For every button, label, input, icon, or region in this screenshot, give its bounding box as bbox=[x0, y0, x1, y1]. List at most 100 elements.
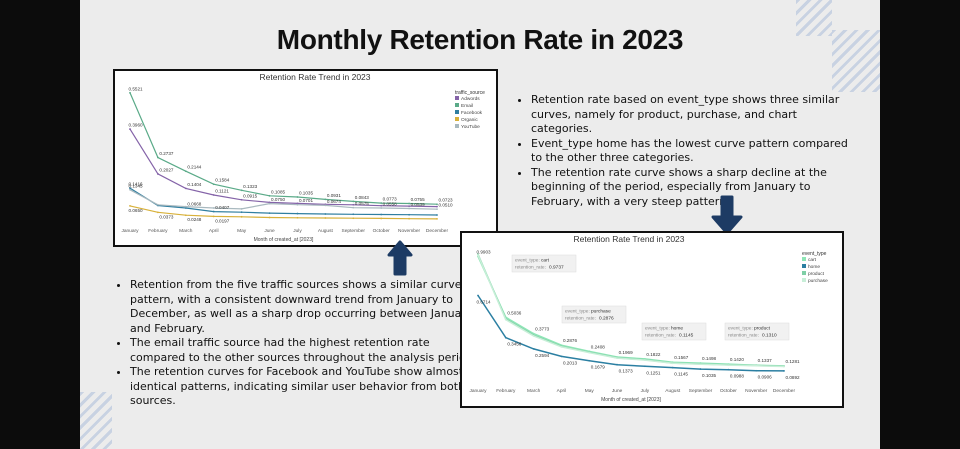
data-point bbox=[296, 203, 299, 206]
tooltip-key: event_type: bbox=[728, 326, 753, 332]
legend-swatch bbox=[802, 264, 806, 268]
data-label: 0.1085 bbox=[271, 189, 285, 194]
x-tick-label: November bbox=[398, 228, 421, 234]
data-point bbox=[129, 205, 131, 207]
data-label: 0.0668 bbox=[187, 202, 201, 207]
event-type-chart-svg: Retention Rate Trend in 2023 Month of cre… bbox=[469, 234, 828, 403]
x-tick-label: January bbox=[469, 388, 487, 394]
legend-swatch bbox=[455, 110, 459, 114]
data-label: 0.2876 bbox=[563, 338, 577, 343]
legend-title: traffic_source bbox=[455, 90, 485, 96]
x-tick-label: December bbox=[773, 388, 796, 394]
data-label: 0.0906 bbox=[758, 375, 772, 380]
data-point bbox=[324, 198, 327, 201]
data-point bbox=[240, 215, 243, 218]
data-point bbox=[380, 217, 383, 220]
tooltip-box bbox=[511, 254, 577, 273]
x-tick-label: July bbox=[641, 388, 650, 394]
data-label: 0.2027 bbox=[159, 167, 173, 172]
legend-swatch bbox=[455, 96, 459, 100]
data-point bbox=[212, 210, 215, 213]
data-point bbox=[352, 203, 355, 206]
data-point bbox=[616, 363, 618, 366]
data-label: 0.3960 bbox=[129, 123, 143, 128]
data-label: 0.0988 bbox=[730, 374, 744, 379]
data-point bbox=[352, 200, 355, 203]
data-label: 0.0892 bbox=[786, 375, 800, 380]
data-label: 0.0723 bbox=[439, 198, 453, 203]
data-point bbox=[783, 365, 785, 368]
data-label: 0.1404 bbox=[187, 182, 201, 187]
x-tick-label: September bbox=[689, 388, 713, 394]
data-point bbox=[408, 217, 410, 220]
legend-swatch bbox=[802, 271, 806, 275]
data-label: 0.0674 bbox=[327, 199, 341, 204]
data-label: 0.0650 bbox=[129, 208, 143, 213]
tooltip-value: 0.2876 bbox=[599, 316, 614, 322]
data-label: 0.1373 bbox=[619, 369, 633, 374]
data-point bbox=[268, 202, 271, 205]
data-label: 0.2594 bbox=[535, 353, 549, 358]
legend-swatch bbox=[455, 103, 459, 107]
data-point bbox=[380, 207, 383, 209]
data-point bbox=[727, 368, 730, 371]
data-point bbox=[352, 217, 355, 220]
x-tick-label: March bbox=[527, 388, 541, 394]
x-tick-label: April bbox=[557, 388, 567, 394]
data-label: 0.1035 bbox=[702, 373, 716, 378]
x-tick-label: June bbox=[264, 228, 275, 234]
data-point bbox=[129, 188, 131, 191]
data-point bbox=[129, 128, 131, 130]
data-point bbox=[184, 205, 187, 208]
data-point bbox=[184, 187, 187, 190]
x-tick-label: July bbox=[293, 228, 302, 234]
x-axis-label: Month of created_at [2023] bbox=[254, 237, 314, 243]
data-label: 0.1121 bbox=[215, 188, 229, 193]
x-tick-label: November bbox=[745, 388, 768, 394]
data-label: 0.1822 bbox=[646, 352, 660, 357]
data-point bbox=[408, 207, 410, 210]
tooltip-value: 0.1145 bbox=[679, 333, 694, 339]
arrow-up-icon bbox=[387, 240, 413, 276]
data-label: 0.3456 bbox=[507, 342, 521, 347]
tooltip-box bbox=[641, 322, 707, 341]
data-point bbox=[436, 214, 438, 216]
tooltip-key: event_type: bbox=[515, 258, 540, 264]
data-point bbox=[296, 212, 299, 215]
data-point bbox=[324, 213, 327, 215]
x-tick-label: June bbox=[612, 388, 623, 394]
data-point bbox=[727, 364, 730, 367]
bullet-item: Retention rate based on event_type shows… bbox=[531, 93, 861, 137]
tooltip-key: retention_rate: bbox=[565, 316, 596, 322]
data-point bbox=[240, 189, 243, 192]
data-label: 0.6714 bbox=[477, 300, 491, 305]
x-tick-label: May bbox=[237, 228, 247, 234]
data-point bbox=[588, 351, 591, 354]
data-point bbox=[157, 203, 159, 206]
data-point bbox=[560, 345, 563, 348]
data-label: 0.2408 bbox=[591, 344, 605, 349]
tooltip-value: 0.9737 bbox=[549, 265, 564, 271]
chart-title: Retention Rate Trend in 2023 bbox=[573, 234, 684, 244]
data-label: 0.0915 bbox=[243, 193, 257, 198]
data-point bbox=[504, 318, 507, 321]
arrow-down-icon bbox=[711, 195, 743, 235]
x-tick-label: October bbox=[720, 388, 737, 394]
data-point bbox=[157, 211, 159, 214]
series-line-facebook bbox=[129, 187, 438, 216]
legend-swatch bbox=[455, 124, 459, 128]
data-point bbox=[240, 198, 243, 201]
series-line-youtube bbox=[129, 189, 438, 210]
legend-entry: purchase bbox=[808, 278, 828, 284]
series-line-purchase bbox=[477, 254, 785, 368]
data-point bbox=[157, 173, 159, 175]
x-tick-label: August bbox=[665, 388, 681, 394]
tooltip-key: retention_rate: bbox=[728, 333, 759, 339]
tooltip-key: retention_rate: bbox=[645, 333, 676, 339]
data-label: 0.0701 bbox=[299, 198, 313, 203]
data-point bbox=[436, 203, 438, 206]
data-point bbox=[324, 204, 327, 207]
data-point bbox=[212, 215, 215, 218]
traffic-source-chart: Retention Rate Trend in 2023 Month of cre… bbox=[113, 69, 498, 247]
data-point bbox=[783, 370, 785, 372]
